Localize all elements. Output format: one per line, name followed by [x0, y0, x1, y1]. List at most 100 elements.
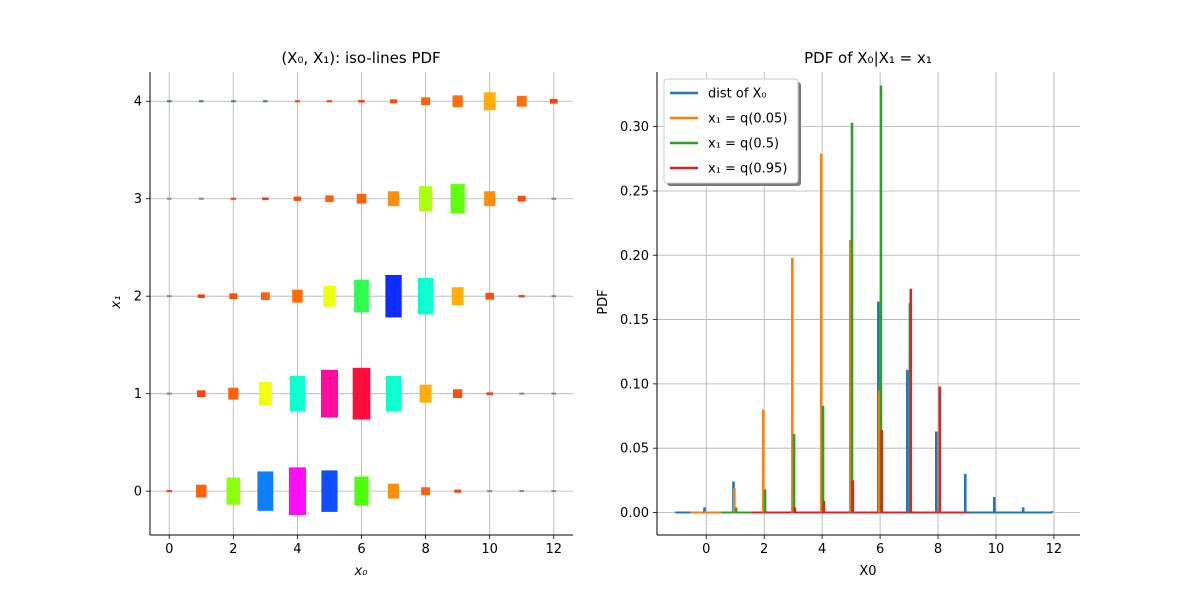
heatmap-cell — [519, 392, 525, 395]
legend-label: dist of X₀ — [708, 87, 767, 102]
right-x-tick-label: 10 — [988, 542, 1005, 557]
heatmap-cell — [231, 100, 236, 103]
left-y-tick-label: 0 — [134, 485, 142, 500]
heatmap-cell — [262, 197, 269, 201]
heatmap-cell — [421, 97, 431, 106]
heatmap-cell — [257, 471, 274, 511]
heatmap-cell — [519, 490, 524, 493]
left-x-tick-label: 2 — [229, 542, 237, 557]
right-chart-conditional-pdf: 0 2 4 6 8 10 12 0.00 0.05 0.10 0.15 0.20 0.25 0.30 PD… — [596, 49, 1080, 579]
heatmap-cell — [325, 195, 334, 203]
right-axes — [656, 72, 1080, 536]
left-y-tick-label: 4 — [134, 95, 142, 110]
heatmap-cell — [419, 384, 432, 403]
heatmap-cell — [196, 484, 207, 498]
heatmap-cell — [166, 100, 172, 103]
left-y-axis-label: x₁ — [109, 296, 124, 310]
right-y-tick-label: 0.00 — [620, 506, 649, 521]
left-x-tick-label: 10 — [481, 542, 498, 557]
heatmap-cell — [358, 99, 365, 103]
heatmap-cell — [354, 280, 369, 313]
left-x-tick-label: 6 — [357, 542, 365, 557]
legend-label: x₁ = q(0.95) — [708, 162, 787, 177]
heatmap-cell — [323, 285, 336, 307]
right-x-tick-label: 6 — [876, 542, 884, 557]
right-y-tick-label: 0.10 — [620, 377, 649, 392]
heatmap-cell — [418, 186, 433, 212]
heatmap-cell — [166, 490, 172, 493]
left-x-tick-label: 0 — [165, 542, 173, 557]
heatmap-cell — [452, 95, 463, 108]
left-y-tick-label: 1 — [134, 387, 142, 402]
heatmap-cell — [228, 387, 239, 400]
heatmap-cell — [421, 487, 431, 496]
heatmap-cell — [487, 490, 493, 493]
heatmap-cell — [450, 184, 465, 214]
heatmap-cell — [417, 278, 434, 315]
heatmap-cell — [551, 295, 557, 298]
right-bars — [674, 85, 1054, 514]
heatmap-cell — [385, 376, 402, 412]
right-y-tick-label: 0.05 — [620, 442, 649, 457]
right-y-tick-label: 0.25 — [620, 184, 649, 199]
heatmap-cell — [321, 470, 338, 512]
heatmap-cell — [385, 274, 402, 318]
left-cells — [166, 92, 558, 515]
heatmap-cell — [354, 476, 369, 506]
heatmap-cell — [292, 289, 303, 303]
right-x-tick-label: 2 — [760, 542, 768, 557]
right-x-tick-label: 8 — [934, 542, 942, 557]
heatmap-cell — [551, 197, 557, 200]
heatmap-cell — [549, 98, 558, 104]
right-ticks: 0 2 4 6 8 10 12 0.00 0.05 0.10 0.15 0.20 0.25 0.30 — [620, 120, 1062, 557]
heatmap-cell — [260, 292, 270, 301]
right-y-tick-label: 0.15 — [620, 313, 649, 328]
heatmap-cell — [294, 100, 300, 103]
right-x-tick-label: 0 — [702, 542, 710, 557]
heatmap-cell — [551, 490, 557, 493]
heatmap-cell — [486, 392, 493, 395]
heatmap-cell — [230, 197, 237, 200]
heatmap-cell — [453, 389, 463, 399]
heatmap-cell — [483, 92, 496, 111]
left-x-tick-label: 4 — [293, 542, 301, 557]
heatmap-cell — [320, 369, 338, 418]
heatmap-cell — [551, 392, 557, 395]
right-y-tick-label: 0.20 — [620, 249, 649, 264]
heatmap-cell — [388, 191, 400, 207]
heatmap-cell — [484, 191, 496, 207]
heatmap-cell — [389, 99, 398, 104]
heatmap-cell — [226, 477, 241, 505]
left-x-tick-label: 8 — [421, 542, 429, 557]
heatmap-cell — [199, 100, 204, 103]
heatmap-cell — [166, 197, 172, 200]
heatmap-cell — [197, 294, 205, 299]
heatmap-cell — [356, 193, 367, 204]
heatmap-cell — [197, 390, 206, 398]
right-x-tick-label: 12 — [1046, 542, 1063, 557]
right-x-tick-label: 4 — [818, 542, 826, 557]
heatmap-cell — [388, 483, 400, 499]
right-x-axis-label: X0 — [859, 564, 876, 579]
left-x-tick-label: 12 — [545, 542, 562, 557]
left-chart-title: (X₀, X₁): iso-lines PDF — [281, 49, 440, 67]
right-y-axis-label: PDF — [596, 289, 611, 314]
heatmap-cell — [289, 376, 305, 412]
legend-label: x₁ = q(0.05) — [708, 112, 787, 127]
heatmap-cell — [293, 196, 302, 201]
right-chart-title: PDF of X₀|X₁ = x₁ — [804, 49, 932, 67]
heatmap-cell — [518, 295, 525, 298]
heatmap-cell — [229, 293, 238, 300]
left-y-tick-label: 3 — [134, 192, 142, 207]
heatmap-cell — [485, 292, 494, 300]
heatmap-cell — [352, 367, 371, 420]
heatmap-cell — [263, 100, 268, 103]
heatmap-cell — [288, 467, 306, 515]
right-y-tick-label: 0.30 — [620, 120, 649, 135]
legend: dist of X₀ x₁ = q(0.05) x₁ = q(0.5) x₁ = q(… — [663, 78, 801, 186]
heatmap-cell — [326, 100, 333, 103]
heatmap-cell — [198, 197, 204, 200]
legend-box — [663, 78, 799, 184]
